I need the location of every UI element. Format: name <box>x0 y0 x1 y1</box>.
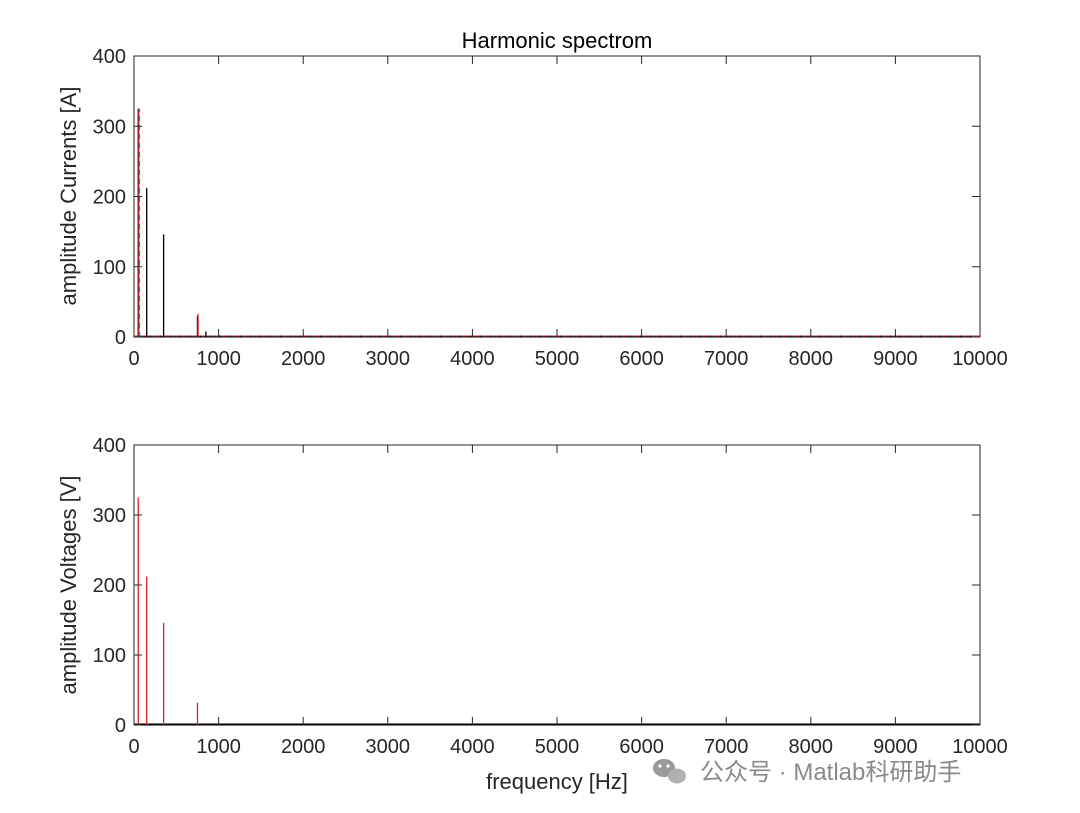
currents-x-tick-label: 5000 <box>535 348 580 370</box>
voltages-y-tick-label: 100 <box>93 645 126 667</box>
currents-x-tick-label: 2000 <box>281 348 326 370</box>
watermark: 公众号 · Matlab科研助手 <box>653 759 961 786</box>
watermark-text: 公众号 · Matlab科研助手 <box>700 759 961 786</box>
currents-x-tick-label: 10000 <box>952 348 1008 370</box>
voltages-y-tick-label: 400 <box>93 435 126 457</box>
voltages-ticks: 0 1000 2000 3000 4000 5000 6000 7000 8000 9000 100… <box>93 435 1008 758</box>
currents-y-axis-label: amplitude Currents [A] <box>56 87 81 306</box>
voltages-y-tick-label: 200 <box>93 575 126 597</box>
currents-y-tick-label: 100 <box>93 257 126 279</box>
currents-y-tick-label: 300 <box>93 116 126 138</box>
x-axis-label: frequency [Hz] <box>486 769 628 794</box>
currents-x-tick-label: 8000 <box>789 348 834 370</box>
voltages-x-tick-label: 9000 <box>873 736 918 758</box>
voltages-x-tick-label: 7000 <box>704 736 749 758</box>
wechat-icon <box>653 759 686 784</box>
currents-x-tick-label: 7000 <box>704 348 749 370</box>
voltages-x-tick-label: 2000 <box>281 736 326 758</box>
currents-x-tick-label: 4000 <box>450 348 495 370</box>
currents-plot-area <box>133 55 981 338</box>
currents-x-tick-label: 1000 <box>196 348 241 370</box>
voltages-y-tick-label: 300 <box>93 505 126 527</box>
voltages-x-tick-label: 1000 <box>196 736 241 758</box>
currents-x-tick-label: 0 <box>128 348 139 370</box>
voltages-y-axis-label: amplitude Voltages [V] <box>56 476 81 695</box>
currents-y-tick-label: 0 <box>115 327 126 349</box>
currents-axes: Harmonic spectrom amplitude Currents [A]… <box>56 28 1008 370</box>
voltages-x-tick-label: 0 <box>128 736 139 758</box>
currents-x-tick-label: 3000 <box>366 348 411 370</box>
currents-y-tick-label: 200 <box>93 187 126 209</box>
voltages-x-tick-label: 8000 <box>789 736 834 758</box>
voltages-axes: amplitude Voltages [V] frequency [Hz] 0 1… <box>56 435 1008 794</box>
voltages-x-tick-label: 5000 <box>535 736 580 758</box>
voltages-x-tick-label: 4000 <box>450 736 495 758</box>
currents-ticks: 0 1000 2000 3000 4000 5000 6000 7000 8000 9000 100… <box>93 46 1008 370</box>
currents-x-tick-label: 6000 <box>619 348 664 370</box>
chart-title: Harmonic spectrom <box>462 28 653 53</box>
voltages-x-tick-label: 3000 <box>366 736 411 758</box>
voltages-plot-area <box>133 444 981 726</box>
voltages-y-tick-label: 0 <box>115 715 126 737</box>
voltages-x-tick-label: 6000 <box>619 736 664 758</box>
currents-x-tick-label: 9000 <box>873 348 918 370</box>
currents-y-tick-label: 400 <box>93 46 126 68</box>
voltages-x-tick-label: 10000 <box>952 736 1008 758</box>
